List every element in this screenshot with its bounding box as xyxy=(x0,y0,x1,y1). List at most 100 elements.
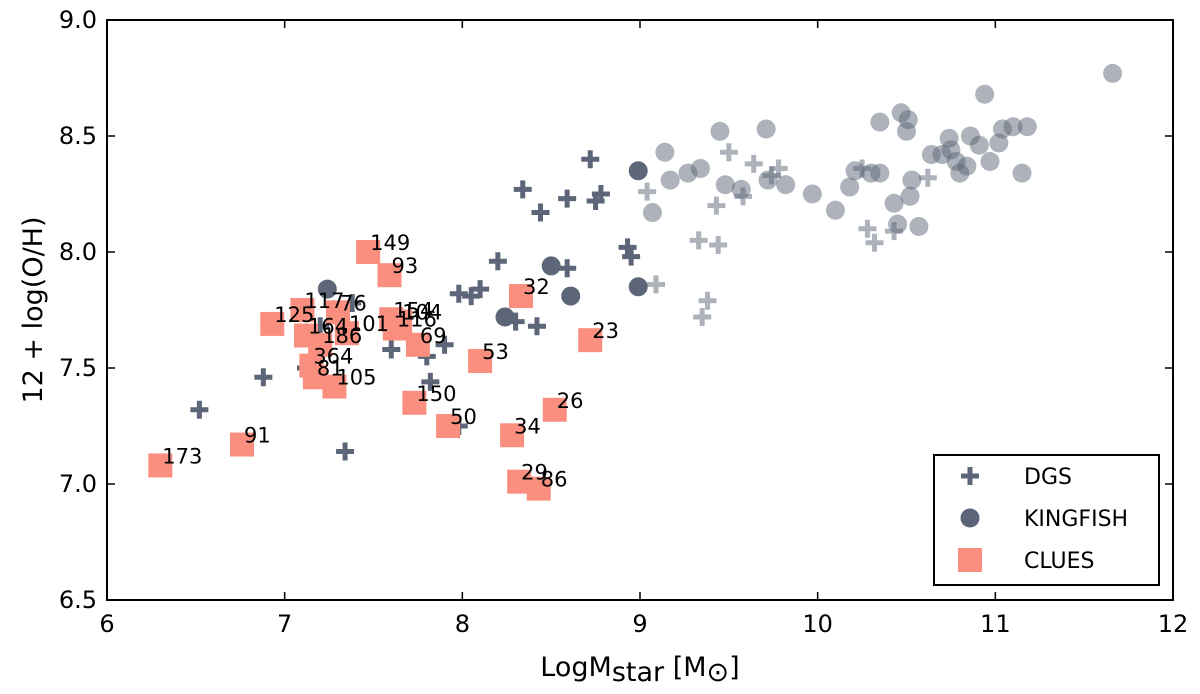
clues-point-label: 364 xyxy=(313,345,353,369)
kingfish-point xyxy=(884,193,904,213)
clues-point-label: 34 xyxy=(514,414,541,438)
clues-point xyxy=(508,284,533,309)
legend-clues-label: CLUES xyxy=(1024,549,1095,574)
legend-dgs-label: DGS xyxy=(1024,465,1072,490)
dgs-point xyxy=(435,335,454,354)
kingfish-point xyxy=(957,156,977,176)
clues-point xyxy=(578,328,603,353)
kingfish-point xyxy=(888,214,908,234)
y-tick-label: 9.0 xyxy=(59,6,97,34)
dgs-point xyxy=(471,280,490,299)
clues-point-label: 26 xyxy=(557,389,584,413)
clues-point-label: 69 xyxy=(420,324,447,348)
legend-kingfish-marker xyxy=(960,508,980,528)
x-axis-title: LogMstar [M⊙] xyxy=(540,652,739,688)
kingfish-point xyxy=(1003,117,1023,137)
legend-circle-icon xyxy=(960,508,980,528)
dgs-point xyxy=(421,372,440,391)
kingfish-point xyxy=(975,84,995,104)
dgs-point xyxy=(527,317,546,336)
dgs-point xyxy=(709,236,728,255)
kingfish-point xyxy=(756,119,776,139)
dgs-point xyxy=(865,233,884,252)
kingfish-point xyxy=(840,177,860,197)
legend-dgs-marker xyxy=(961,467,979,485)
clues-point-label: 186 xyxy=(322,324,362,348)
x-tick-label: 7 xyxy=(277,610,292,638)
clues-point-label: 29 xyxy=(521,461,548,485)
x-tick-label: 6 xyxy=(99,610,114,638)
legend-plus-icon xyxy=(961,467,979,485)
tick-labels: 6 7 8 9 10 11 12 6.5 7.0 7.5 8.0 8.5 9.0 xyxy=(59,6,1188,638)
x-tick-label: 8 xyxy=(455,610,470,638)
clues-point-label: 32 xyxy=(523,275,550,299)
clues-point xyxy=(507,469,532,494)
clues-point xyxy=(500,423,525,448)
clues-point-label: 117 xyxy=(304,289,344,313)
dgs-point xyxy=(638,182,657,201)
clues-point-label: 91 xyxy=(244,424,271,448)
legend-kingfish-label: KINGFISH xyxy=(1024,507,1128,532)
kingfish-point xyxy=(870,163,890,183)
dgs-point xyxy=(622,247,641,266)
dgs-point xyxy=(698,291,717,310)
dgs-point xyxy=(558,259,577,278)
kingfish-point xyxy=(317,279,337,299)
kingfish-point xyxy=(731,179,751,199)
clues-point-label: 104 xyxy=(402,301,442,325)
kingfish-point xyxy=(628,277,648,297)
clues-point-label: 101 xyxy=(349,312,389,336)
clues-point xyxy=(148,453,173,478)
y-axis-title: 12 + log(O/H) xyxy=(18,216,49,403)
kingfish-point xyxy=(1103,63,1123,83)
kingfish-point xyxy=(1012,163,1032,183)
kingfish-point xyxy=(980,152,1000,172)
clues-point-label: 105 xyxy=(336,366,376,390)
clues-point xyxy=(388,309,413,334)
kingfish-point xyxy=(655,142,675,162)
kingfish-point xyxy=(715,175,735,195)
clues-point-label: 76 xyxy=(340,291,367,315)
dgs-point xyxy=(646,275,665,294)
dgs-point xyxy=(531,203,550,222)
clues-point xyxy=(377,263,402,288)
kingfish-point xyxy=(802,184,822,204)
dgs-point xyxy=(858,219,877,238)
clues-point-label: 173 xyxy=(162,444,202,468)
clues-point-label: 93 xyxy=(391,254,418,278)
kingfish-point xyxy=(909,216,929,236)
kingfish-point xyxy=(776,175,796,195)
dgs-point xyxy=(558,189,577,208)
clues-point xyxy=(308,332,333,357)
dgs-point xyxy=(719,143,738,162)
clues-point xyxy=(325,300,350,325)
dgs-point xyxy=(190,400,209,419)
dgs-point xyxy=(689,231,708,250)
y-tick-label: 8.0 xyxy=(59,238,97,266)
dgs-point xyxy=(513,180,532,199)
clues-point xyxy=(402,390,427,415)
clues-point xyxy=(436,414,461,438)
clues-point xyxy=(322,374,347,399)
x-tick-label: 9 xyxy=(632,610,647,638)
y-tick-label: 7.5 xyxy=(59,354,97,382)
kingfish-point xyxy=(628,161,648,181)
dgs-point xyxy=(693,307,712,326)
kingfish-point xyxy=(870,112,890,132)
clues-point-label: 50 xyxy=(450,405,477,429)
kingfish-point xyxy=(495,307,515,327)
clues-point xyxy=(334,321,359,346)
kingfish-point xyxy=(642,203,662,223)
dgs-point xyxy=(581,150,600,169)
clues-point xyxy=(290,298,315,322)
clues-point xyxy=(405,332,430,357)
clues-point xyxy=(356,240,381,264)
dgs-point xyxy=(488,252,507,271)
kingfish-point xyxy=(898,110,918,130)
kingfish-point xyxy=(1017,117,1037,137)
kingfish-point xyxy=(690,158,710,178)
x-tick-label: 10 xyxy=(802,610,833,638)
kingfish-point xyxy=(845,161,865,181)
legend: DGS KINGFISH CLUES xyxy=(933,454,1160,586)
